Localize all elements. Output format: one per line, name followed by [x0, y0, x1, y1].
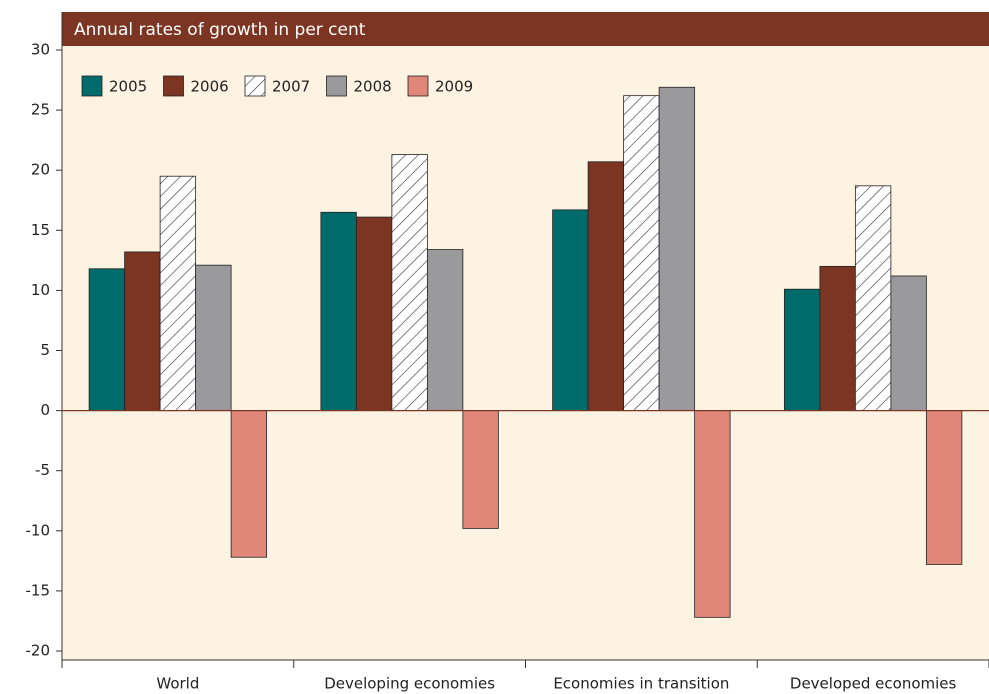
header-band [62, 12, 989, 46]
bar [462, 410, 499, 529]
legend-swatch [244, 75, 266, 97]
bar [925, 410, 963, 565]
legend-label: 2008 [354, 78, 392, 96]
bar [124, 251, 161, 412]
legend-swatch [81, 75, 103, 97]
bar [890, 275, 927, 412]
bar [355, 216, 393, 412]
bar [623, 95, 660, 412]
y-tick-label: -15 [26, 581, 51, 599]
x-tick-label: World [156, 675, 199, 693]
y-tick-label: 15 [31, 221, 50, 239]
legend-swatch [163, 75, 184, 97]
chart-title: Annual rates of growth in per cent [74, 20, 366, 40]
y-tick-label: 20 [31, 161, 50, 179]
y-tick-label: 5 [40, 341, 50, 359]
legend-label: 2006 [191, 78, 229, 96]
bar [587, 161, 625, 411]
y-tick-label: 25 [31, 101, 50, 119]
bar [159, 175, 197, 412]
bar [426, 249, 464, 411]
y-tick-label: -20 [26, 642, 51, 660]
bar [88, 268, 126, 412]
bar [320, 211, 357, 412]
y-tick-label: -5 [35, 461, 50, 479]
bar [230, 410, 268, 558]
bar [783, 288, 821, 411]
bar [552, 209, 589, 411]
legend-swatch [326, 75, 347, 97]
bar [391, 154, 428, 412]
bar [658, 86, 696, 412]
y-tick-label: 30 [31, 41, 50, 59]
bar [195, 264, 232, 411]
legend-label: 2005 [109, 78, 147, 96]
y-tick-label: -10 [26, 521, 51, 539]
bar [819, 265, 856, 411]
bar [854, 185, 892, 412]
bar [694, 410, 731, 618]
legend-swatch [407, 75, 429, 97]
x-tick-label: Developing economies [324, 675, 495, 693]
y-tick-label: 0 [40, 401, 50, 419]
legend-label: 2007 [272, 78, 310, 96]
y-tick-label: 10 [31, 281, 50, 299]
legend-label: 2009 [435, 78, 473, 96]
x-tick-label: Developed economies [790, 675, 957, 693]
x-tick-label: Economies in transition [553, 675, 729, 693]
